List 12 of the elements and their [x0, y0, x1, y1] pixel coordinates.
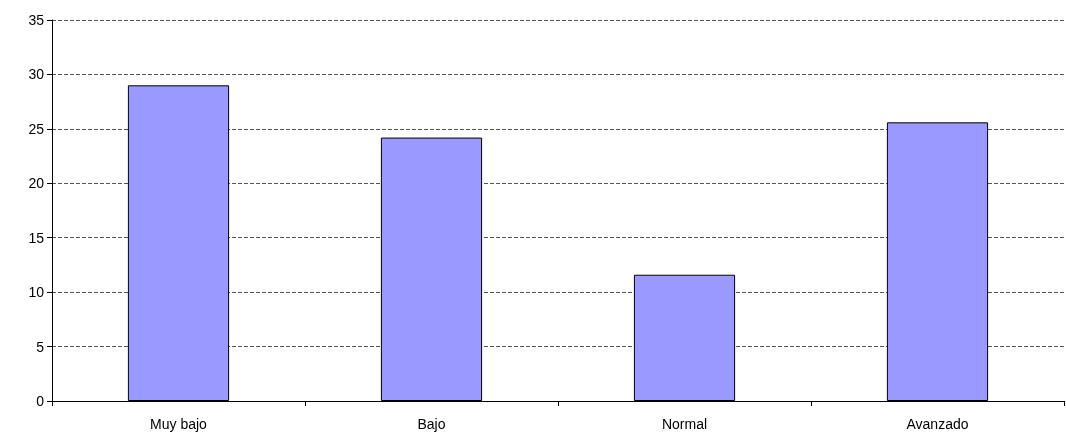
y-tick-label: 20 — [28, 175, 45, 192]
x-tick-label: Muy bajo — [150, 416, 208, 432]
x-tick-label: Bajo — [417, 416, 446, 432]
y-tick-label: 15 — [28, 229, 45, 246]
y-tick-label: 35 — [28, 12, 45, 28]
y-tick-label: 5 — [36, 338, 45, 355]
y-tick-label: 10 — [28, 284, 45, 301]
y-tick-label: 25 — [28, 120, 45, 137]
x-tick-label: Normal — [661, 416, 708, 432]
y-tick-label: 0 — [36, 393, 45, 409]
x-tick-label: Avanzado — [906, 416, 969, 432]
y-tick-label: 30 — [28, 66, 45, 83]
